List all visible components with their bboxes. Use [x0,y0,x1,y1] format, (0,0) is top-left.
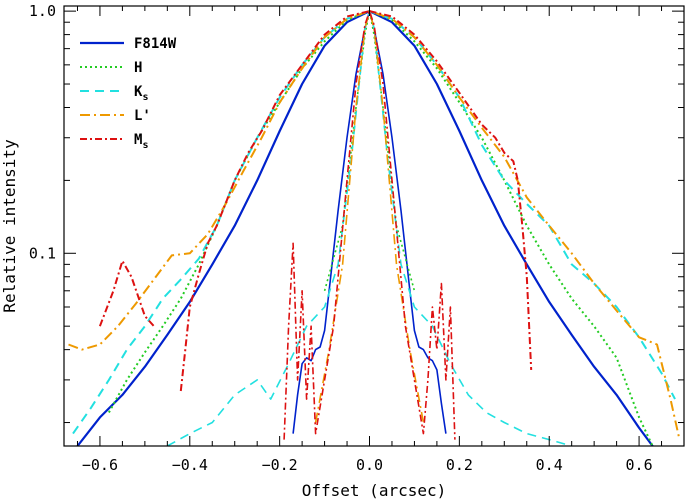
series-line-h [108,10,654,446]
legend: F814W H Ks L' Ms [80,36,177,151]
legend-label-l: L' [134,108,151,124]
x-tick-label: −0.6 [82,456,118,474]
tick-layer: −0.6 −0.4 −0.2 0.0 0.2 0.4 0.6 0.1 1.0 [29,2,685,474]
series-layer [68,10,681,446]
series-line-ks [72,10,676,435]
series-line-ks-core [166,10,572,446]
x-tick-label: 0.4 [536,456,563,474]
legend-label-h: H [134,60,142,76]
y-axis-label: Relative intensity [0,139,19,313]
y-tick-label: 1.0 [29,2,56,20]
series-line-h-core [323,10,416,292]
x-tick-label: −0.2 [262,456,298,474]
x-tick-label: −0.4 [172,456,208,474]
x-axis-label: Offset (arcsec) [302,481,447,500]
legend-label-ks: Ks [134,84,148,103]
legend-label-ms: Ms [134,132,148,151]
series-line-ms-left [179,10,370,392]
legend-label-f814w: F814W [134,36,177,52]
plot-frame [63,5,685,447]
series-line-f814w-core [292,10,447,434]
x-tick-label: 0.0 [356,456,383,474]
series-line-f814w [76,10,654,446]
series-line-ms-right [369,10,533,370]
series-line-ms-core [283,10,456,440]
series-line-ms [98,259,155,327]
x-tick-label: 0.6 [626,456,653,474]
y-tick-label: 0.1 [29,244,56,262]
x-tick-label: 0.2 [446,456,473,474]
series-line-l [68,10,681,440]
series-line-l-core [314,10,425,423]
